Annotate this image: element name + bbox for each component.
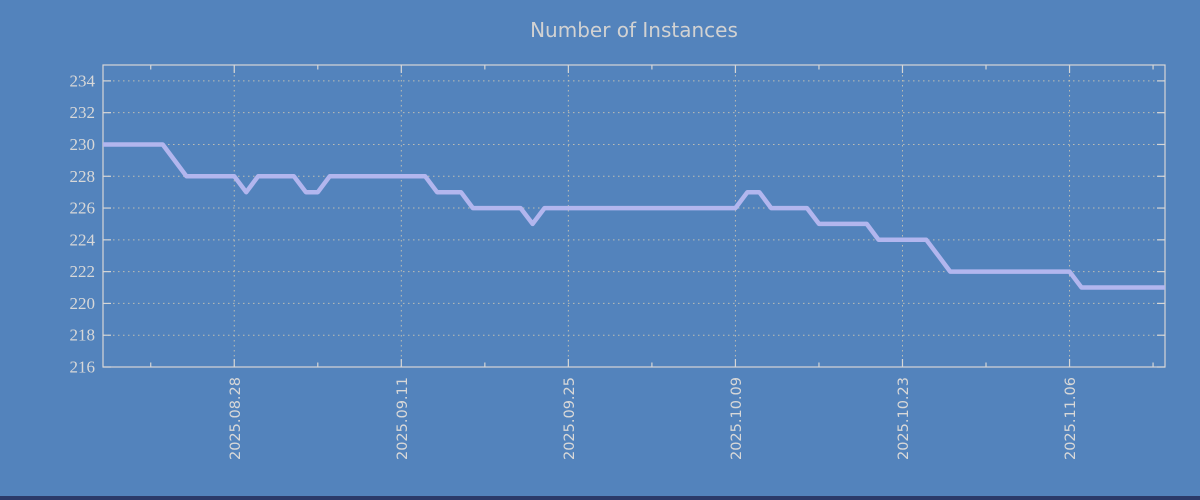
y-tick-label: 222	[70, 262, 96, 281]
y-tick-label: 234	[70, 71, 96, 90]
plot-frame	[102, 64, 1166, 368]
y-tick-label: 216	[70, 358, 96, 377]
chart-title: Number of Instances	[530, 18, 738, 42]
x-axis-labels: 2025.08.28 2025.09.11 2025.09.25 2025.10.09…	[228, 377, 1079, 460]
x-tick-label: 2025.10.23	[896, 377, 912, 460]
x-tick-label: 2025.11.06	[1063, 377, 1079, 460]
window-bottom-edge	[0, 496, 1200, 500]
x-tick-label: 2025.10.09	[729, 377, 745, 460]
instances-line	[103, 142, 1165, 290]
y-tick-label: 228	[70, 167, 96, 186]
y-tick-label: 220	[70, 294, 96, 313]
x-tick-label: 2025.09.25	[562, 377, 578, 460]
y-axis-labels: 216 218 220 222 224 226 228 230 232 234	[70, 71, 96, 376]
axis-ticks	[103, 65, 1165, 368]
y-tick-label: 226	[70, 199, 96, 218]
y-tick-label: 230	[70, 135, 96, 154]
x-tick-label: 2025.09.11	[395, 377, 411, 460]
y-tick-label: 232	[70, 103, 96, 122]
y-tick-label: 218	[70, 326, 96, 345]
y-tick-label: 224	[70, 230, 96, 249]
data-series	[103, 142, 1165, 290]
x-tick-label: 2025.08.28	[228, 377, 244, 460]
grid-lines	[103, 65, 1165, 367]
